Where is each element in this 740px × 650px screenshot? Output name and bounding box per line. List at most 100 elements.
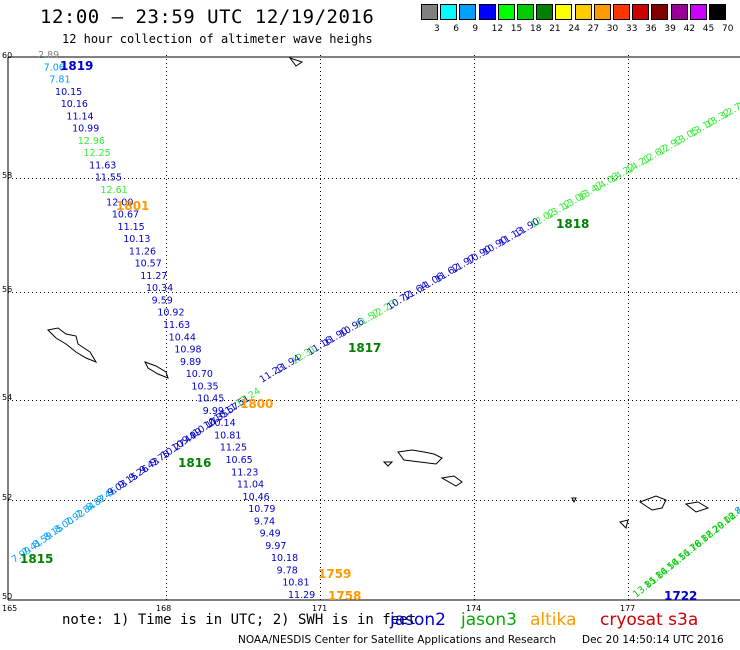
pass-label: 1801 — [116, 199, 149, 213]
swh-value: 2.89 — [38, 50, 59, 61]
swh-value: 9.99 — [203, 406, 224, 417]
legend-swatch — [613, 4, 630, 20]
legend-swatch — [536, 4, 554, 20]
swh-value: 10.67 — [112, 210, 139, 221]
lat-label: 60 — [2, 51, 12, 60]
swh-value: 9.74 — [254, 516, 275, 527]
pass-labels: 1819 1801 1818 1817 1816 1815 1759 1758 1722 1800 — [20, 59, 697, 603]
swh-value: 11.63 — [89, 160, 116, 171]
land-outline — [571, 497, 577, 504]
legend-swatch — [574, 4, 592, 20]
pass-label: 1758 — [328, 589, 361, 603]
land-outline — [638, 495, 667, 511]
legend-label: 24 — [568, 24, 580, 34]
land-outline — [397, 449, 443, 465]
lat-label: 56 — [2, 285, 12, 294]
pass-label: 1722 — [664, 589, 697, 603]
legend-swatch — [440, 4, 458, 20]
swh-value: 12.00 — [106, 197, 133, 208]
swh-value: 10.65 — [226, 455, 253, 466]
footnote: note: 1) Time is in UTC; 2) SWH is in fe… — [62, 612, 417, 628]
swh-value: 8 — [733, 505, 740, 517]
legend-label: 45 — [702, 24, 715, 34]
swh-value: 11.63 — [163, 320, 190, 331]
swh-value: 9.78 — [277, 565, 298, 576]
land-outline — [46, 327, 98, 364]
pass-label: 1800 — [240, 397, 273, 411]
legend-label: 3 — [434, 24, 440, 34]
pass-label: 1818 — [556, 217, 589, 231]
axis-labels: 60 58 56 54 52 50 165 168 171 174 177 — [2, 51, 635, 613]
swh-value: 10.46 — [243, 492, 270, 503]
legend-label: 6 — [453, 24, 459, 34]
land-outline — [684, 501, 710, 513]
swh-value: 11.23 — [231, 467, 258, 478]
legend-swatch — [517, 4, 534, 20]
lat-label: 52 — [2, 493, 12, 502]
land-outlines — [46, 57, 710, 529]
swh-value: 11.15 — [118, 222, 145, 233]
legend-swatch — [459, 4, 477, 20]
legend-swatch — [421, 4, 438, 20]
sat-label-cryosat: cryosat s3a — [600, 610, 699, 630]
swh-value: 10.57 — [135, 259, 162, 270]
map-subtitle: 12 hour collection of altimeter wave hei… — [62, 32, 373, 46]
timestamp: Dec 20 14:50:14 UTC 2016 — [582, 634, 724, 646]
swh-value: 12.25 — [83, 148, 110, 159]
swh-value: 11.29 — [288, 590, 315, 601]
legend-label: 9 — [472, 24, 479, 34]
swh-value: 7.06 — [44, 62, 65, 73]
legend-swatch — [670, 4, 688, 20]
swh-value: 11.27 — [140, 271, 167, 282]
swh-value: 11.25 — [220, 443, 247, 454]
swh-value: 9.89 — [180, 357, 201, 368]
legend-label: 15 — [510, 24, 523, 34]
swh-value: 9.49 — [260, 529, 281, 540]
pass-label: 1815 — [20, 552, 53, 566]
legend-label: 70 — [722, 24, 734, 34]
credit-line: NOAA/NESDIS Center for Satellite Applica… — [238, 634, 556, 646]
legend-label: 12 — [491, 24, 504, 34]
swh-value: 10.16 — [61, 99, 88, 110]
land-outline — [619, 519, 629, 529]
lat-label: 58 — [2, 171, 12, 180]
sat-label-altika: altika — [530, 610, 577, 630]
lat-label: 54 — [2, 393, 12, 402]
lon-label: 177 — [620, 604, 635, 613]
legend-swatch — [478, 4, 496, 20]
legend-swatch — [709, 4, 726, 20]
legend-swatch — [632, 4, 650, 20]
lon-label: 171 — [312, 604, 327, 613]
legend-label: 27 — [587, 24, 600, 34]
swh-value: 10.81 — [282, 578, 309, 589]
swh-value: 10.98 — [174, 345, 201, 356]
lon-label: 174 — [466, 604, 481, 613]
swh-value: 10.13 — [123, 234, 150, 245]
legend-swatch — [497, 4, 515, 20]
swh-value: 10.35 — [191, 381, 218, 392]
swh-value: 10.18 — [271, 553, 298, 564]
legend-label: 36 — [645, 24, 657, 34]
swh-value: 11.14 — [66, 111, 93, 122]
swh-value: 9.97 — [265, 541, 286, 552]
swh-value: 10.44 — [169, 332, 196, 343]
legend-label: 39 — [664, 24, 676, 34]
swh-value: 11.55 — [95, 173, 122, 184]
swh-value: 10.79 — [248, 504, 275, 515]
pass-label: 1759 — [318, 567, 351, 581]
lat-lon-grid — [7, 55, 740, 601]
pass-label: 1816 — [178, 456, 211, 470]
satellite-tracks: 2.897.067.8110.1510.1611.1410.9912.9612.… — [10, 50, 740, 601]
swh-value: 7.81 — [49, 75, 70, 86]
sat-label-jason2: jason2 — [390, 610, 446, 630]
swh-value: 10.70 — [186, 369, 213, 380]
lon-label: 168 — [156, 604, 171, 613]
legend-label: 18 — [530, 24, 542, 34]
pass-label: 1819 — [60, 59, 93, 73]
swh-value: 10.81 — [214, 430, 241, 441]
sat-label-jason3: jason3 — [461, 610, 517, 630]
legend-swatch — [593, 4, 611, 20]
swh-value: 9.59 — [152, 295, 173, 306]
